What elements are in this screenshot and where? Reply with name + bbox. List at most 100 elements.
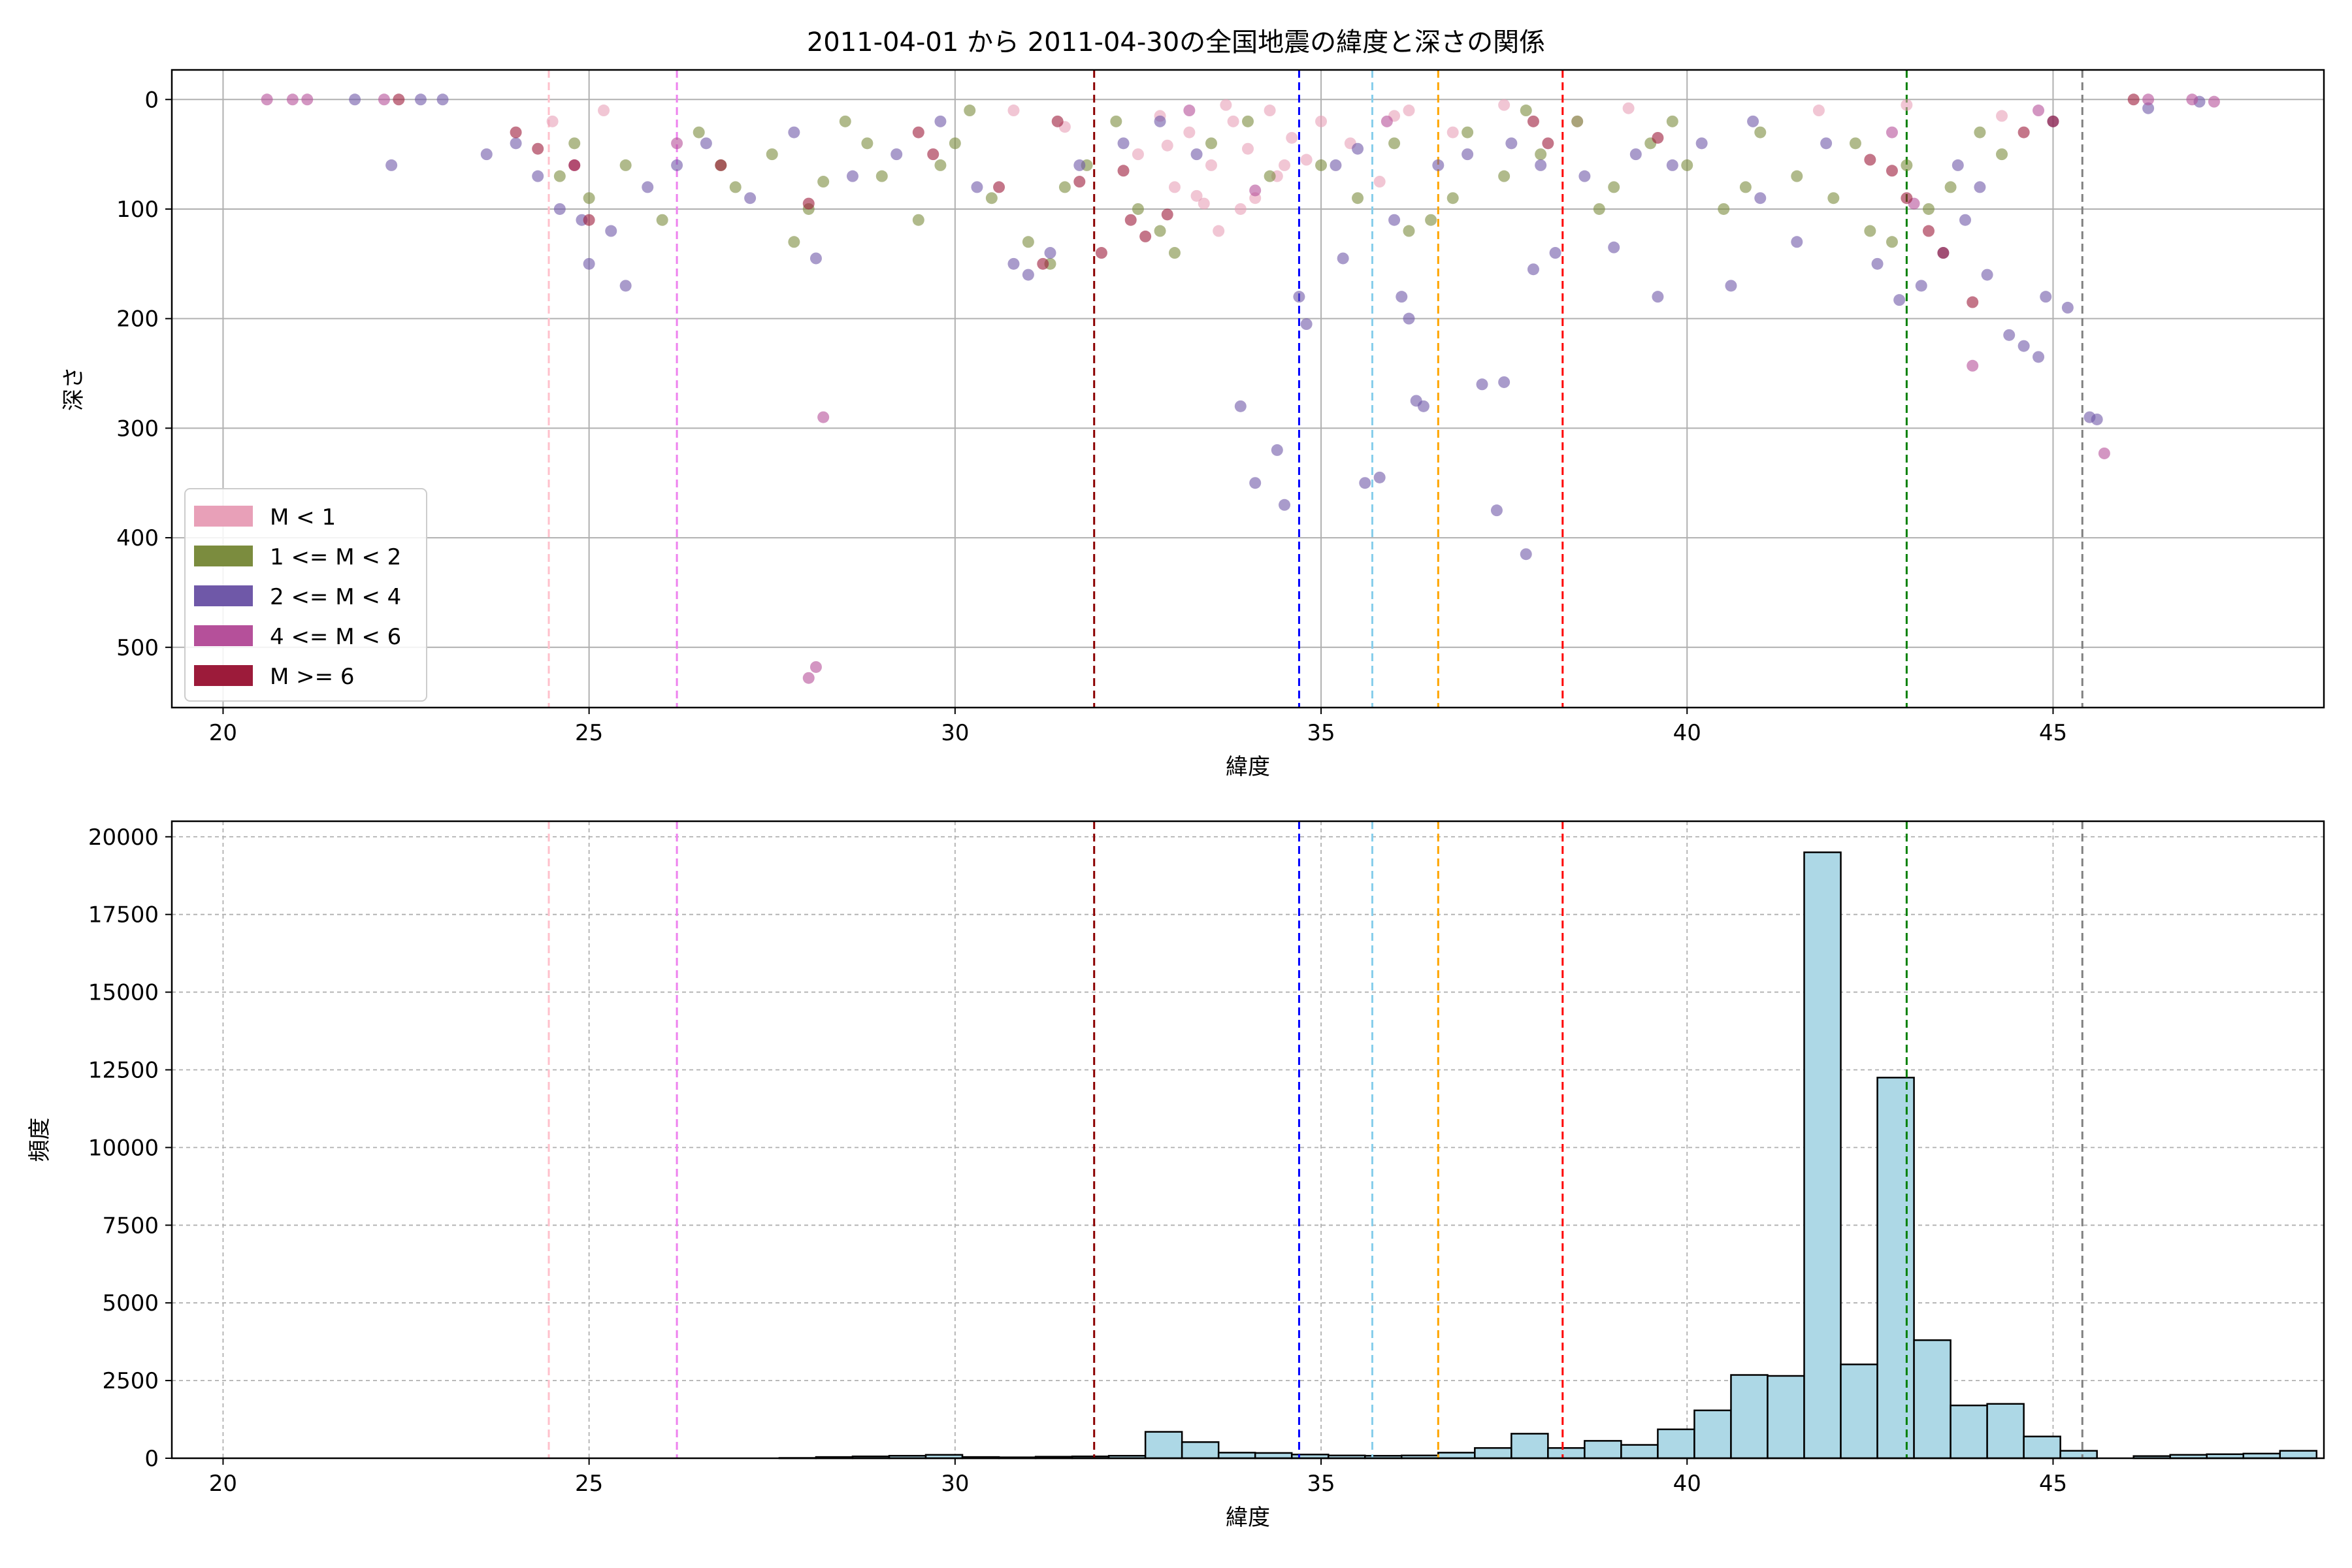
data-point (985, 192, 998, 204)
data-point (1234, 400, 1247, 412)
data-point (1864, 225, 1876, 237)
data-point (1154, 115, 1166, 127)
data-point (1681, 159, 1693, 171)
histogram-bar (1547, 1447, 1586, 1460)
data-point (802, 672, 815, 684)
data-point (949, 137, 961, 150)
data-point (1242, 142, 1254, 155)
data-point (1073, 159, 1086, 171)
data-point (1695, 137, 1708, 150)
data-point (671, 159, 683, 171)
data-point (1007, 105, 1020, 117)
histogram-plot-area (172, 821, 2324, 1458)
histogram-bar (1693, 1409, 1732, 1460)
x-tick-label: 40 (1673, 720, 1701, 746)
data-point (1666, 159, 1678, 171)
data-point (1718, 203, 1730, 215)
legend-swatch (194, 625, 253, 646)
data-point (349, 93, 361, 106)
data-point (1139, 230, 1152, 242)
y-tick-label: 300 (116, 416, 159, 442)
data-point (1608, 181, 1620, 193)
data-point (301, 93, 314, 106)
data-point (1132, 203, 1144, 215)
data-point (605, 225, 617, 237)
data-point (2208, 95, 2220, 108)
data-point (568, 137, 581, 150)
data-point (817, 411, 830, 423)
data-point (2186, 93, 2198, 106)
data-point (1527, 115, 1539, 127)
data-point (1520, 105, 1532, 117)
data-point (964, 105, 976, 117)
histogram-bar (1217, 1452, 1256, 1460)
data-point (1622, 102, 1635, 114)
data-point (1901, 159, 1913, 171)
data-point (912, 126, 924, 139)
x-tick-label: 20 (209, 1471, 237, 1497)
data-point (1403, 105, 1415, 117)
data-point (1432, 159, 1445, 171)
data-point (1996, 110, 2008, 122)
data-point (1446, 126, 1459, 139)
data-point (2142, 102, 2155, 114)
data-point (1462, 126, 1474, 139)
data-point (1373, 176, 1386, 188)
data-point (1264, 105, 1276, 117)
data-point (642, 181, 654, 193)
legend-swatch (194, 585, 253, 606)
data-point (1871, 257, 1884, 270)
histogram-bar (1913, 1339, 1952, 1460)
data-point (1974, 126, 1986, 139)
data-point (583, 192, 595, 204)
data-point (1922, 203, 1935, 215)
data-point (1820, 137, 1833, 150)
data-point (2047, 115, 2059, 127)
data-point (1117, 137, 1130, 150)
data-point (1388, 214, 1401, 226)
data-point (1864, 154, 1876, 166)
data-point (1417, 400, 1429, 412)
data-point (480, 148, 493, 161)
y-tick-label: 15000 (88, 980, 159, 1006)
data-point (1300, 154, 1313, 166)
data-point (598, 105, 610, 117)
data-point (1462, 148, 1474, 161)
histogram-bar (2059, 1450, 2098, 1460)
data-point (414, 93, 427, 106)
data-point (532, 170, 544, 182)
data-point (1117, 165, 1130, 177)
data-point (1205, 137, 1217, 150)
y-tick-label: 12500 (88, 1057, 159, 1083)
data-point (788, 236, 800, 248)
data-point (1198, 197, 1210, 210)
data-point (1373, 471, 1386, 483)
histogram-frame (171, 820, 2325, 1460)
legend-label: 2 <= M < 4 (270, 584, 401, 610)
data-point (1974, 181, 1986, 193)
data-point (1652, 291, 1664, 303)
y-tick-label: 2500 (102, 1368, 159, 1394)
data-point (1754, 126, 1767, 139)
histogram-bar (1730, 1374, 1769, 1460)
data-point (1037, 257, 1049, 270)
y-tick-label: 100 (116, 197, 159, 223)
data-point (993, 181, 1005, 193)
scatter-series (553, 105, 2008, 270)
histogram-bar (1437, 1452, 1476, 1460)
y-tick-label: 400 (116, 525, 159, 551)
x-tick-label: 45 (2039, 720, 2067, 746)
data-point (1549, 247, 1561, 259)
scatter-plot-area (172, 70, 2324, 708)
histogram-bar (2023, 1435, 2061, 1460)
data-point (2040, 291, 2052, 303)
data-point (1330, 159, 1342, 171)
data-point (1542, 137, 1554, 150)
data-point (1952, 159, 1964, 171)
data-point (1337, 252, 1349, 265)
data-point (1234, 203, 1247, 215)
data-point (532, 142, 544, 155)
data-point (1922, 225, 1935, 237)
data-point (1279, 159, 1291, 171)
scatter-series (349, 93, 2206, 561)
